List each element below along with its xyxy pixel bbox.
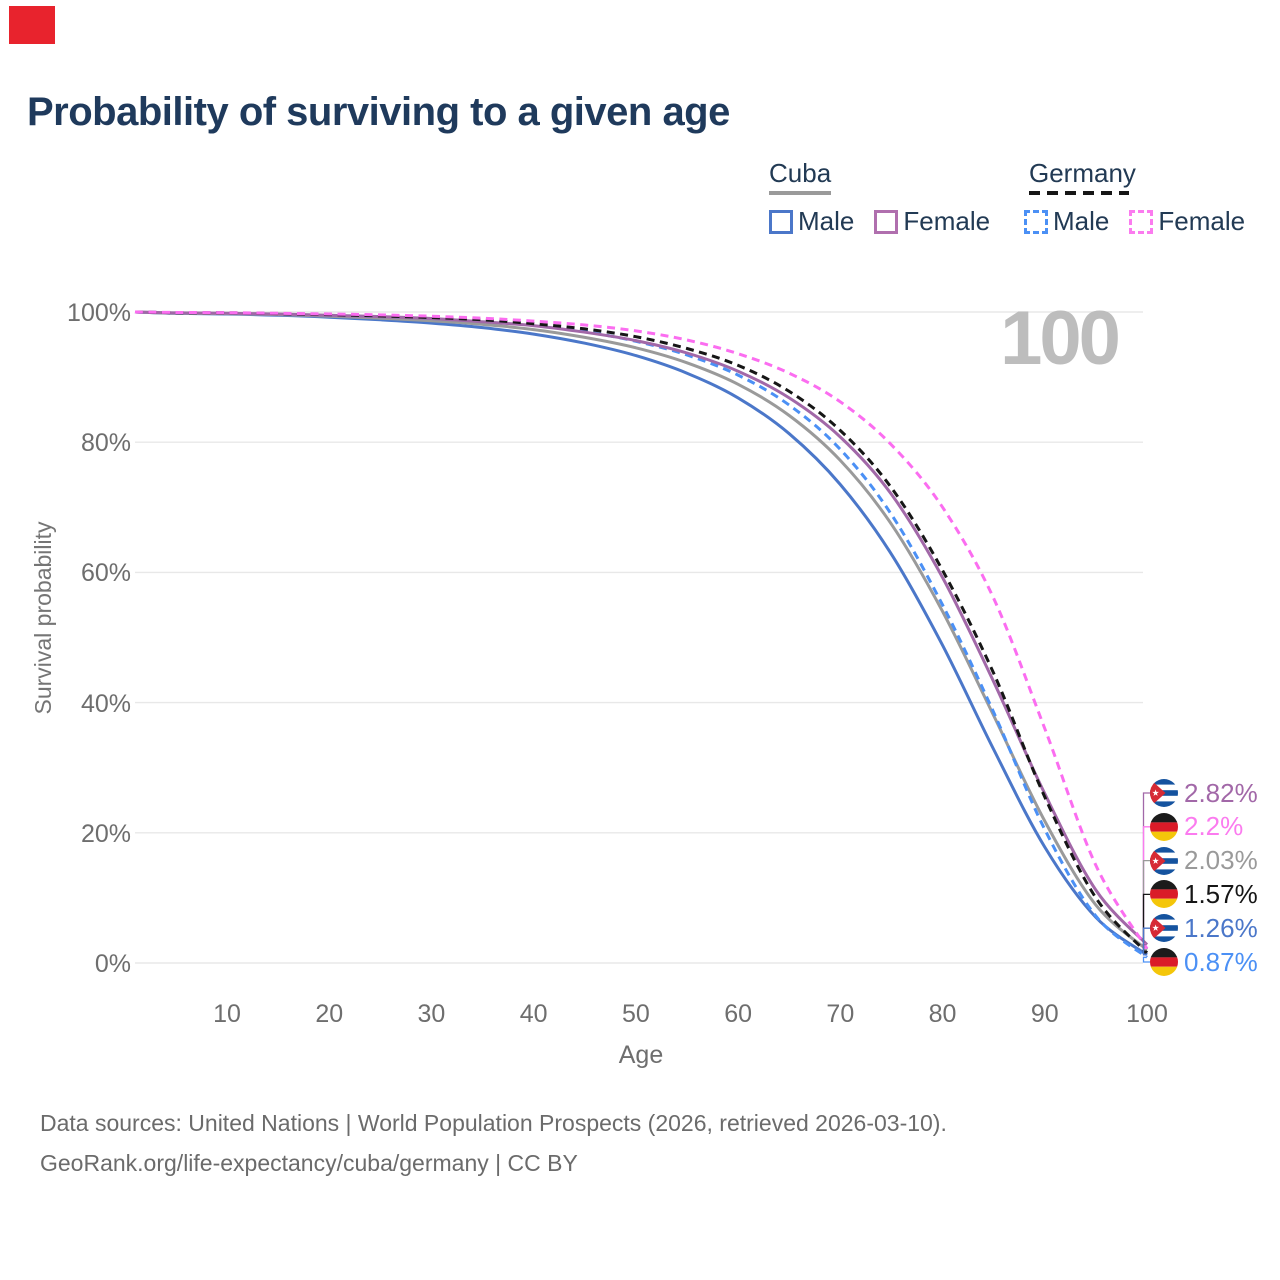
legend-country-cuba: Cuba [769, 158, 832, 188]
x-tick-label: 40 [519, 1000, 548, 1028]
legend-label: Male [798, 206, 855, 236]
end-label-row: 2.2% [1150, 810, 1243, 844]
germany-flag-icon [1150, 880, 1178, 909]
cuba-flag-icon [1150, 846, 1178, 875]
germany-male-swatch-icon [1024, 209, 1048, 234]
legend-item-germany-female[interactable]: Female [1129, 206, 1245, 237]
curve-cuba-both [134, 310, 1148, 951]
cuba-flag-icon [1150, 914, 1178, 943]
y-tick-label: 100% [67, 299, 131, 327]
x-axis-title: Age [618, 1041, 664, 1069]
legend-item-cuba-male[interactable]: Male [769, 206, 854, 237]
legend-group-germany: Germany Male Female [1024, 158, 1245, 237]
legend-label: Male [1053, 206, 1110, 236]
y-tick-label: 60% [80, 559, 131, 588]
cuba-female-swatch-icon [874, 209, 899, 234]
end-label-row: 1.26% [1150, 911, 1258, 945]
legend-item-germany-male[interactable]: Male [1024, 206, 1109, 237]
legend-label: Female [1158, 206, 1246, 236]
y-tick-label: 40% [80, 689, 131, 718]
end-label-value: 1.57% [1184, 878, 1258, 909]
legend-label: Female [903, 206, 991, 236]
x-tick-label: 90 [1030, 1000, 1059, 1028]
end-label-value: 2.03% [1184, 845, 1258, 876]
end-label-row: 2.82% [1150, 776, 1258, 810]
curve-germany-both [134, 310, 1149, 954]
y-tick-label: 80% [80, 429, 131, 458]
legend-group-cuba: Cuba Male Female [769, 158, 990, 237]
red-marker [9, 6, 55, 44]
page-title: Probability of surviving to a given age [27, 90, 730, 134]
germany-female-swatch-icon [1129, 209, 1154, 234]
x-tick-label: 70 [826, 1000, 855, 1028]
germany-flag-icon [1150, 948, 1178, 976]
germany-flag-icon [1150, 812, 1178, 841]
x-tick-label: 80 [928, 1000, 957, 1028]
legend-linestyle-germany [1029, 191, 1129, 195]
y-tick-label: 0% [94, 950, 131, 978]
x-tick-label: 100 [1126, 1000, 1168, 1028]
legend-item-cuba-female[interactable]: Female [874, 206, 990, 237]
age-watermark: 100 [1000, 296, 1119, 381]
end-label-row: 0.87% [1150, 945, 1258, 979]
footer-attribution: GeoRank.org/life-expectancy/cuba/germany… [40, 1150, 578, 1176]
end-label-row: 2.03% [1150, 844, 1258, 878]
curve-cuba-male [134, 310, 1148, 957]
curve-germany-female [134, 310, 1149, 950]
x-tick-label: 60 [724, 1000, 753, 1028]
legend-country-germany: Germany [1029, 158, 1136, 188]
end-label-value: 0.87% [1184, 946, 1258, 977]
x-tick-label: 10 [213, 1000, 241, 1028]
curve-germany-male [134, 310, 1148, 959]
y-axis-title: Survival probability [30, 521, 56, 715]
end-label-row: 1.57% [1150, 877, 1258, 911]
y-tick-label: 20% [80, 819, 131, 848]
cuba-male-swatch-icon [769, 209, 793, 234]
x-tick-label: 50 [621, 1000, 650, 1028]
footer-data-sources: Data sources: United Nations | World Pop… [40, 1110, 947, 1136]
legend-linestyle-cuba [769, 191, 831, 195]
curve-cuba-female [134, 310, 1149, 946]
end-label-value: 1.26% [1184, 912, 1258, 943]
end-label-value: 2.2% [1184, 811, 1244, 842]
x-tick-label: 30 [417, 1000, 446, 1028]
x-tick-label: 20 [315, 1000, 344, 1028]
cuba-flag-icon [1150, 779, 1178, 807]
end-label-value: 2.82% [1184, 777, 1258, 808]
